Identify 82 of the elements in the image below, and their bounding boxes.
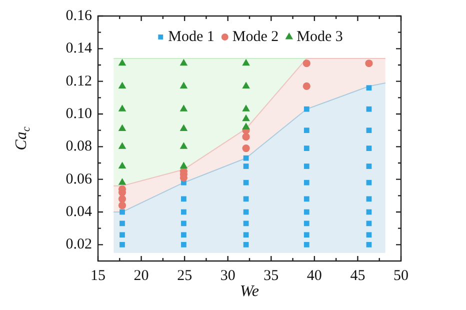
point <box>242 82 250 88</box>
point <box>242 133 250 141</box>
point <box>118 142 126 149</box>
point <box>180 58 188 66</box>
x-tick-label: 25 <box>177 268 192 284</box>
point <box>243 220 249 226</box>
x-tick-label: 30 <box>220 268 236 284</box>
y-axis-title: Cac <box>13 126 33 150</box>
point <box>366 242 372 248</box>
point <box>120 242 125 248</box>
point <box>243 196 249 202</box>
x-tick-label: 35 <box>264 268 279 284</box>
point <box>304 106 310 112</box>
x-tick-label: 40 <box>306 268 322 284</box>
point <box>304 164 310 169</box>
point <box>243 180 249 186</box>
point <box>118 202 126 210</box>
point <box>181 220 186 226</box>
point <box>366 146 372 151</box>
point <box>366 128 372 134</box>
point <box>242 104 250 112</box>
x-tick-label: 50 <box>394 268 408 284</box>
point <box>180 162 188 169</box>
point <box>181 209 186 215</box>
point <box>243 155 249 161</box>
point <box>181 196 186 202</box>
point <box>242 114 250 122</box>
x-tick-label: 20 <box>134 268 149 284</box>
point <box>366 180 372 186</box>
point <box>242 122 250 130</box>
x-axis-title: We <box>240 283 259 300</box>
point <box>118 124 126 131</box>
point <box>302 82 310 90</box>
y-tick-label: 0.16 <box>66 8 92 24</box>
point <box>366 85 372 91</box>
point <box>118 162 126 169</box>
y-tick-label: 0.06 <box>66 171 92 188</box>
point <box>180 142 188 149</box>
point <box>243 242 249 248</box>
legend-label: Mode 3 <box>296 28 343 45</box>
point <box>304 196 310 202</box>
point <box>120 209 125 215</box>
point <box>180 124 188 131</box>
point <box>366 232 372 238</box>
point <box>181 232 186 238</box>
point <box>118 178 126 185</box>
y-tick-label: 0.02 <box>66 236 92 253</box>
point <box>180 104 188 112</box>
point <box>304 128 310 134</box>
point <box>304 232 310 238</box>
point <box>304 220 310 226</box>
point <box>120 220 125 226</box>
point <box>118 195 126 203</box>
y-tick-label: 0.14 <box>66 40 92 57</box>
y-tick-label: 0.08 <box>66 138 92 155</box>
point <box>118 104 126 112</box>
point <box>304 180 310 186</box>
y-tick-label: 0.12 <box>66 73 92 90</box>
point <box>120 232 125 238</box>
point <box>365 60 373 68</box>
legend-label: Mode 2 <box>232 28 279 45</box>
x-tick-label: 15 <box>90 268 106 284</box>
point <box>366 220 372 226</box>
point <box>242 58 250 66</box>
point <box>243 232 249 238</box>
point <box>181 242 186 248</box>
point <box>242 144 250 152</box>
point <box>304 242 310 248</box>
point <box>180 82 188 88</box>
legend-label: Mode 1 <box>168 28 214 45</box>
point <box>118 82 126 88</box>
x-tick-label: 45 <box>350 268 366 284</box>
point <box>243 164 249 169</box>
point <box>302 60 310 68</box>
point <box>304 209 310 215</box>
point <box>366 196 372 202</box>
point <box>304 146 310 151</box>
point <box>118 58 126 66</box>
y-tick-label: 0.10 <box>66 106 92 122</box>
point <box>366 164 372 169</box>
point <box>366 106 372 112</box>
y-tick-label: 0.04 <box>66 204 92 220</box>
